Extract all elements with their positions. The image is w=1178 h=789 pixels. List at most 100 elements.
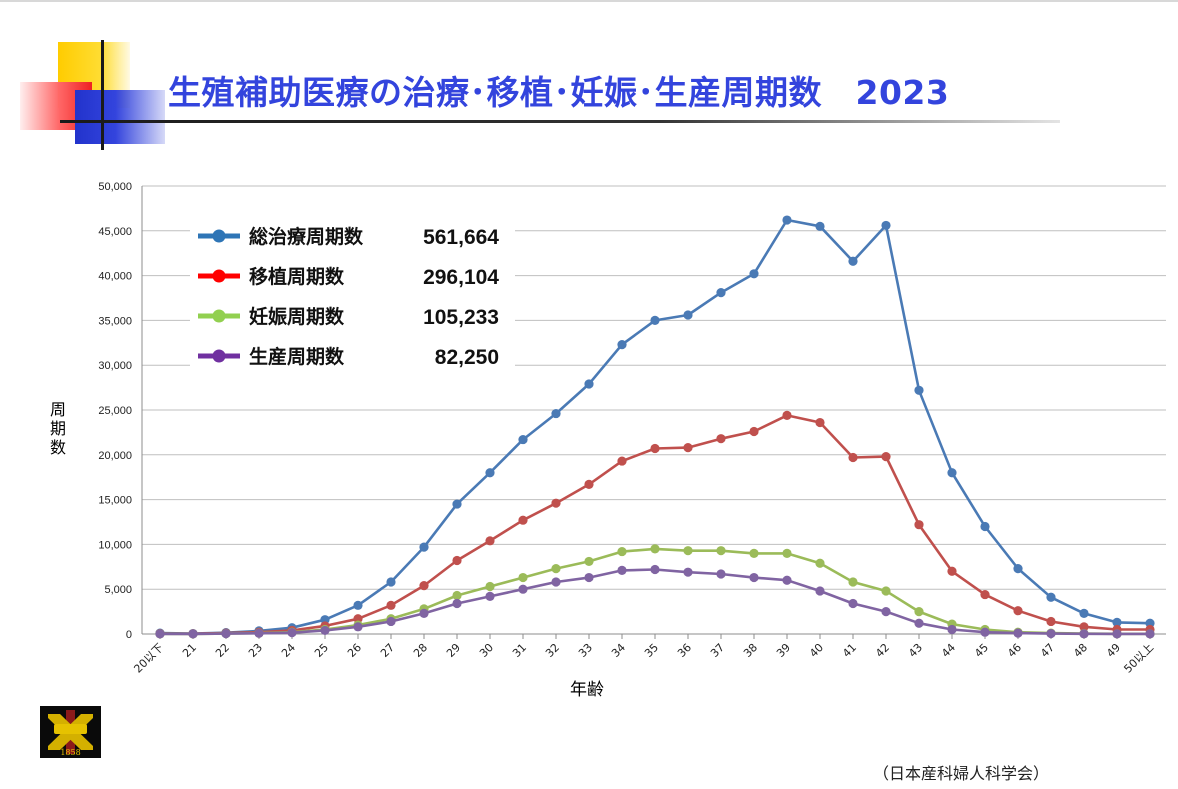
- data-point: [683, 546, 693, 556]
- data-point: [551, 577, 561, 587]
- x-tick-label: 42: [873, 641, 892, 660]
- x-tick-label: 49: [1104, 641, 1123, 660]
- data-point: [848, 598, 858, 609]
- data-point: [1046, 628, 1056, 639]
- data-point: [782, 215, 792, 225]
- legend-label: 移植周期数: [249, 265, 345, 288]
- data-point: [584, 479, 594, 489]
- x-tick-label: 47: [1038, 641, 1057, 660]
- data-point: [1046, 592, 1056, 602]
- data-point: [518, 515, 528, 525]
- data-point: [386, 600, 396, 610]
- data-point: [782, 410, 792, 420]
- data-point: [617, 456, 627, 466]
- data-point: [485, 536, 495, 546]
- data-point: [980, 589, 990, 600]
- legend-marker: [212, 309, 226, 323]
- data-point: [947, 468, 957, 478]
- data-point: [452, 598, 462, 609]
- data-point: [518, 584, 528, 594]
- legend-label: 総治療周期数: [249, 225, 364, 248]
- x-tick-label: 48: [1071, 641, 1090, 660]
- y-tick-label: 45,000: [98, 226, 132, 238]
- data-point: [254, 628, 264, 638]
- data-point: [1079, 622, 1089, 632]
- legend-label: 生産周期数: [249, 345, 345, 368]
- data-point: [419, 542, 429, 552]
- data-point: [914, 618, 924, 628]
- data-point: [353, 622, 363, 632]
- x-tick-label: 37: [708, 641, 727, 660]
- data-point: [584, 379, 594, 389]
- data-point: [881, 220, 891, 231]
- data-point: [419, 608, 429, 618]
- data-point: [716, 288, 726, 298]
- data-point: [452, 590, 462, 601]
- data-point: [749, 426, 759, 437]
- data-point: [551, 563, 561, 574]
- y-tick-label: 40,000: [98, 271, 132, 283]
- data-point: [782, 575, 792, 585]
- x-tick-label: 50以上: [1121, 641, 1156, 676]
- x-tick-label: 36: [675, 641, 694, 660]
- data-point: [947, 624, 957, 635]
- data-point: [881, 451, 891, 462]
- x-tick-label: 44: [939, 641, 958, 660]
- data-point: [815, 586, 825, 596]
- data-point: [1079, 629, 1089, 639]
- x-tick-label: 43: [906, 641, 925, 660]
- x-tick-label: 28: [411, 641, 430, 660]
- legend-marker: [212, 229, 226, 243]
- data-point: [650, 544, 660, 554]
- data-point: [1013, 563, 1023, 574]
- x-tick-label: 34: [609, 641, 628, 660]
- x-tick-label: 38: [741, 641, 760, 660]
- x-tick-label: 26: [345, 641, 364, 660]
- x-tick-label: 21: [180, 641, 199, 660]
- x-tick-label: 27: [378, 641, 397, 660]
- data-point: [683, 310, 693, 320]
- data-point: [584, 556, 594, 567]
- y-tick-label: 25,000: [98, 405, 132, 417]
- data-point: [650, 315, 660, 325]
- y-axis-label-char: 期: [49, 419, 66, 438]
- x-tick-label: 46: [1005, 641, 1024, 660]
- y-tick-label: 5,000: [104, 584, 132, 596]
- data-point: [1145, 629, 1155, 639]
- y-axis-label: 周 期 数: [46, 400, 70, 457]
- x-tick-label: 32: [543, 641, 562, 660]
- data-point: [947, 566, 957, 576]
- series-line: [159, 547, 1150, 636]
- data-point: [155, 629, 165, 639]
- data-point: [881, 586, 891, 596]
- data-point: [683, 443, 693, 453]
- data-point: [815, 221, 825, 231]
- data-point: [716, 434, 726, 444]
- data-point: [914, 385, 924, 395]
- legend-label: 妊娠周期数: [249, 305, 345, 328]
- data-point: [320, 625, 330, 636]
- data-point: [485, 591, 495, 601]
- legend-total: 82,250: [435, 346, 499, 369]
- data-point: [1112, 617, 1122, 627]
- data-point: [617, 565, 627, 575]
- deco-vertical-line: [101, 40, 104, 150]
- data-point: [980, 521, 990, 532]
- data-point: [881, 607, 891, 617]
- data-point: [617, 339, 627, 350]
- x-axis-label: 年齢: [570, 680, 604, 700]
- data-point: [1046, 616, 1056, 627]
- y-tick-label: 20,000: [98, 450, 132, 462]
- legend-marker: [212, 269, 226, 283]
- data-point: [749, 572, 759, 583]
- x-tick-label: 40: [807, 641, 826, 660]
- data-point: [650, 564, 660, 575]
- x-tick-label: 35: [642, 641, 661, 660]
- x-tick-label: 24: [279, 641, 298, 660]
- data-point: [848, 577, 858, 587]
- deco-blue-square: [75, 90, 165, 144]
- data-point: [287, 628, 297, 638]
- data-point: [386, 616, 396, 627]
- data-point: [848, 452, 858, 463]
- x-tick-label: 31: [510, 641, 529, 660]
